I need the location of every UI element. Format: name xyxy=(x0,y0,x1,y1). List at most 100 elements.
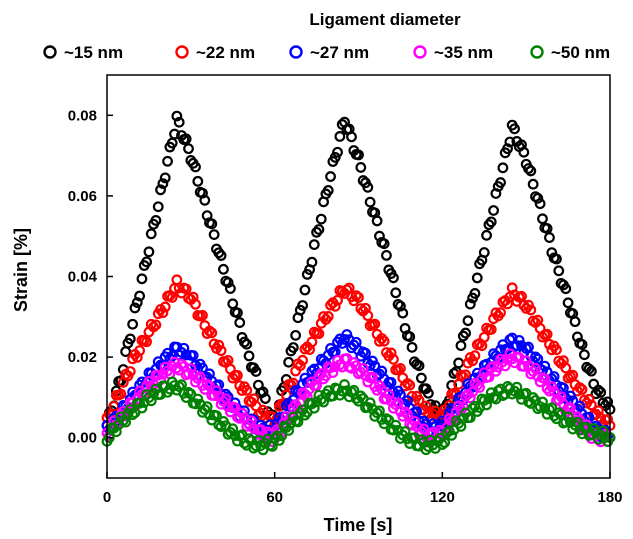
data-point xyxy=(227,423,239,435)
data-point xyxy=(553,265,565,277)
legend-label: ~50 nm xyxy=(551,43,610,62)
data-point xyxy=(215,345,227,357)
data-point xyxy=(248,422,260,434)
data-point xyxy=(548,385,560,397)
data-point xyxy=(534,198,546,210)
data-point xyxy=(469,400,481,412)
data-point xyxy=(527,178,539,190)
data-point xyxy=(187,350,199,361)
data-point xyxy=(213,339,225,351)
data-point xyxy=(464,298,476,310)
data-point xyxy=(197,309,208,321)
data-point xyxy=(495,177,506,188)
data-point xyxy=(551,344,562,356)
data-point xyxy=(574,382,586,393)
x-tick-label: 60 xyxy=(266,489,283,506)
data-point xyxy=(485,216,497,228)
data-point xyxy=(185,363,197,374)
legend-marker-3 xyxy=(413,45,427,59)
data-point xyxy=(276,430,288,442)
data-point xyxy=(467,355,479,367)
data-point xyxy=(446,429,458,441)
data-point xyxy=(541,328,553,340)
data-point xyxy=(390,287,402,299)
data-point xyxy=(406,341,418,353)
data-point xyxy=(585,365,597,377)
data-point xyxy=(532,353,544,365)
data-point xyxy=(190,161,201,173)
legend: ~15 nm ~22 nm ~27 nm ~35 nm ~50 nm xyxy=(43,43,610,62)
data-point xyxy=(360,347,371,359)
data-point xyxy=(169,128,180,140)
data-point xyxy=(164,290,176,301)
data-point xyxy=(390,419,402,431)
data-point xyxy=(404,331,416,343)
data-point xyxy=(155,184,166,196)
data-point xyxy=(124,366,136,377)
data-point xyxy=(374,230,385,242)
data-point xyxy=(595,386,607,398)
data-point xyxy=(299,343,311,355)
data-point xyxy=(234,317,246,328)
data-point xyxy=(518,361,530,372)
data-point xyxy=(211,385,222,397)
data-point xyxy=(483,393,495,404)
data-point xyxy=(180,283,192,295)
x-tick-label: 180 xyxy=(597,489,622,506)
data-point xyxy=(329,152,341,163)
data-point xyxy=(283,356,295,368)
data-point xyxy=(208,229,220,240)
legend-label: ~27 nm xyxy=(310,43,369,62)
data-point xyxy=(460,327,472,339)
data-point xyxy=(450,402,462,414)
series-0 xyxy=(101,110,616,432)
series-4 xyxy=(101,376,616,456)
data-point xyxy=(469,350,481,362)
data-point xyxy=(152,201,164,213)
data-point xyxy=(222,277,234,288)
data-point xyxy=(290,329,302,341)
data-point xyxy=(388,272,399,284)
data-point xyxy=(553,407,565,419)
data-point xyxy=(413,360,425,372)
data-point xyxy=(339,379,350,390)
data-point xyxy=(422,387,434,399)
data-point xyxy=(537,213,548,225)
data-point xyxy=(499,360,511,372)
data-point xyxy=(329,300,341,312)
legend-marker-0 xyxy=(43,45,57,59)
data-point xyxy=(583,393,595,405)
data-point xyxy=(469,288,481,299)
data-point xyxy=(567,369,579,381)
data-point xyxy=(225,283,236,294)
y-tick-label: 0.08 xyxy=(68,107,97,124)
data-point xyxy=(325,171,336,182)
data-point xyxy=(204,380,215,392)
data-point xyxy=(308,239,320,251)
data-point xyxy=(602,413,614,425)
data-point xyxy=(385,376,397,388)
data-point xyxy=(597,425,609,437)
data-point xyxy=(369,318,381,330)
data-point xyxy=(483,371,495,383)
data-point xyxy=(306,256,318,268)
y-tick-label: 0.00 xyxy=(68,430,97,447)
data-point xyxy=(539,360,551,372)
data-point xyxy=(232,307,243,319)
data-point xyxy=(525,304,537,316)
data-point xyxy=(537,396,548,408)
data-point xyxy=(585,399,597,411)
data-point xyxy=(485,324,497,335)
data-point xyxy=(532,192,544,204)
y-tick-label: 0.04 xyxy=(68,269,98,286)
data-point xyxy=(250,366,262,377)
data-point xyxy=(378,335,390,347)
data-point xyxy=(560,283,572,295)
data-point xyxy=(583,363,595,375)
data-point xyxy=(134,290,146,302)
data-point xyxy=(388,353,399,365)
data-point xyxy=(127,318,139,330)
data-point xyxy=(180,133,192,145)
data-point xyxy=(355,390,367,402)
data-point xyxy=(145,228,157,240)
